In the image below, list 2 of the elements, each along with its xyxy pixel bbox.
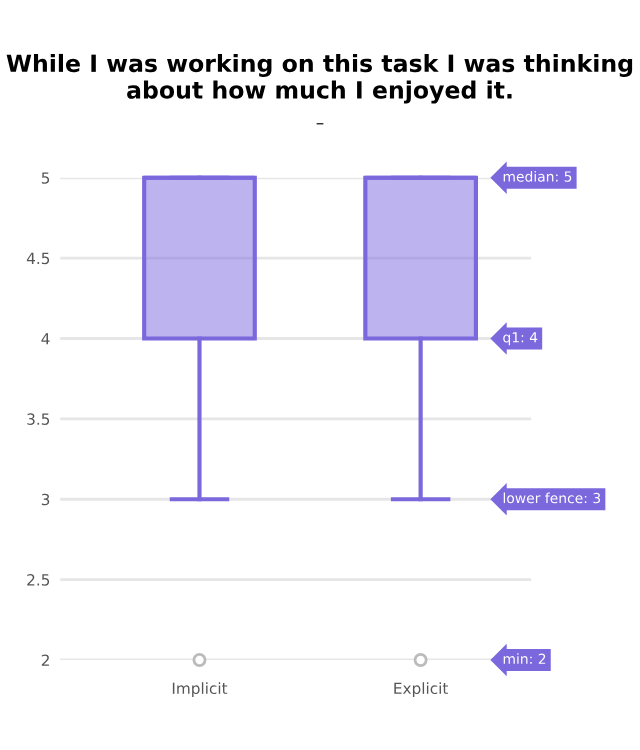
- chart-subtitle: –: [316, 123, 324, 125]
- chart-title: While I was working on this task I was thinking about how much I enjoyed it.: [6, 53, 633, 104]
